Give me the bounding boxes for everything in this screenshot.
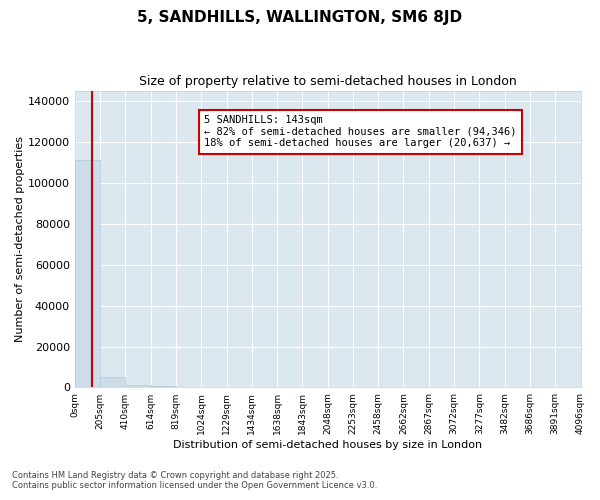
X-axis label: Distribution of semi-detached houses by size in London: Distribution of semi-detached houses by … bbox=[173, 440, 482, 450]
Y-axis label: Number of semi-detached properties: Number of semi-detached properties bbox=[15, 136, 25, 342]
Bar bbox=[151, 386, 176, 388]
Bar bbox=[75, 160, 100, 388]
Bar bbox=[176, 387, 201, 388]
Bar bbox=[125, 385, 151, 388]
Title: Size of property relative to semi-detached houses in London: Size of property relative to semi-detach… bbox=[139, 75, 517, 88]
Text: Contains HM Land Registry data © Crown copyright and database right 2025.
Contai: Contains HM Land Registry data © Crown c… bbox=[12, 470, 377, 490]
Text: 5 SANDHILLS: 143sqm
← 82% of semi-detached houses are smaller (94,346)
18% of se: 5 SANDHILLS: 143sqm ← 82% of semi-detach… bbox=[205, 115, 517, 148]
Bar bbox=[100, 377, 125, 388]
Text: 5, SANDHILLS, WALLINGTON, SM6 8JD: 5, SANDHILLS, WALLINGTON, SM6 8JD bbox=[137, 10, 463, 25]
